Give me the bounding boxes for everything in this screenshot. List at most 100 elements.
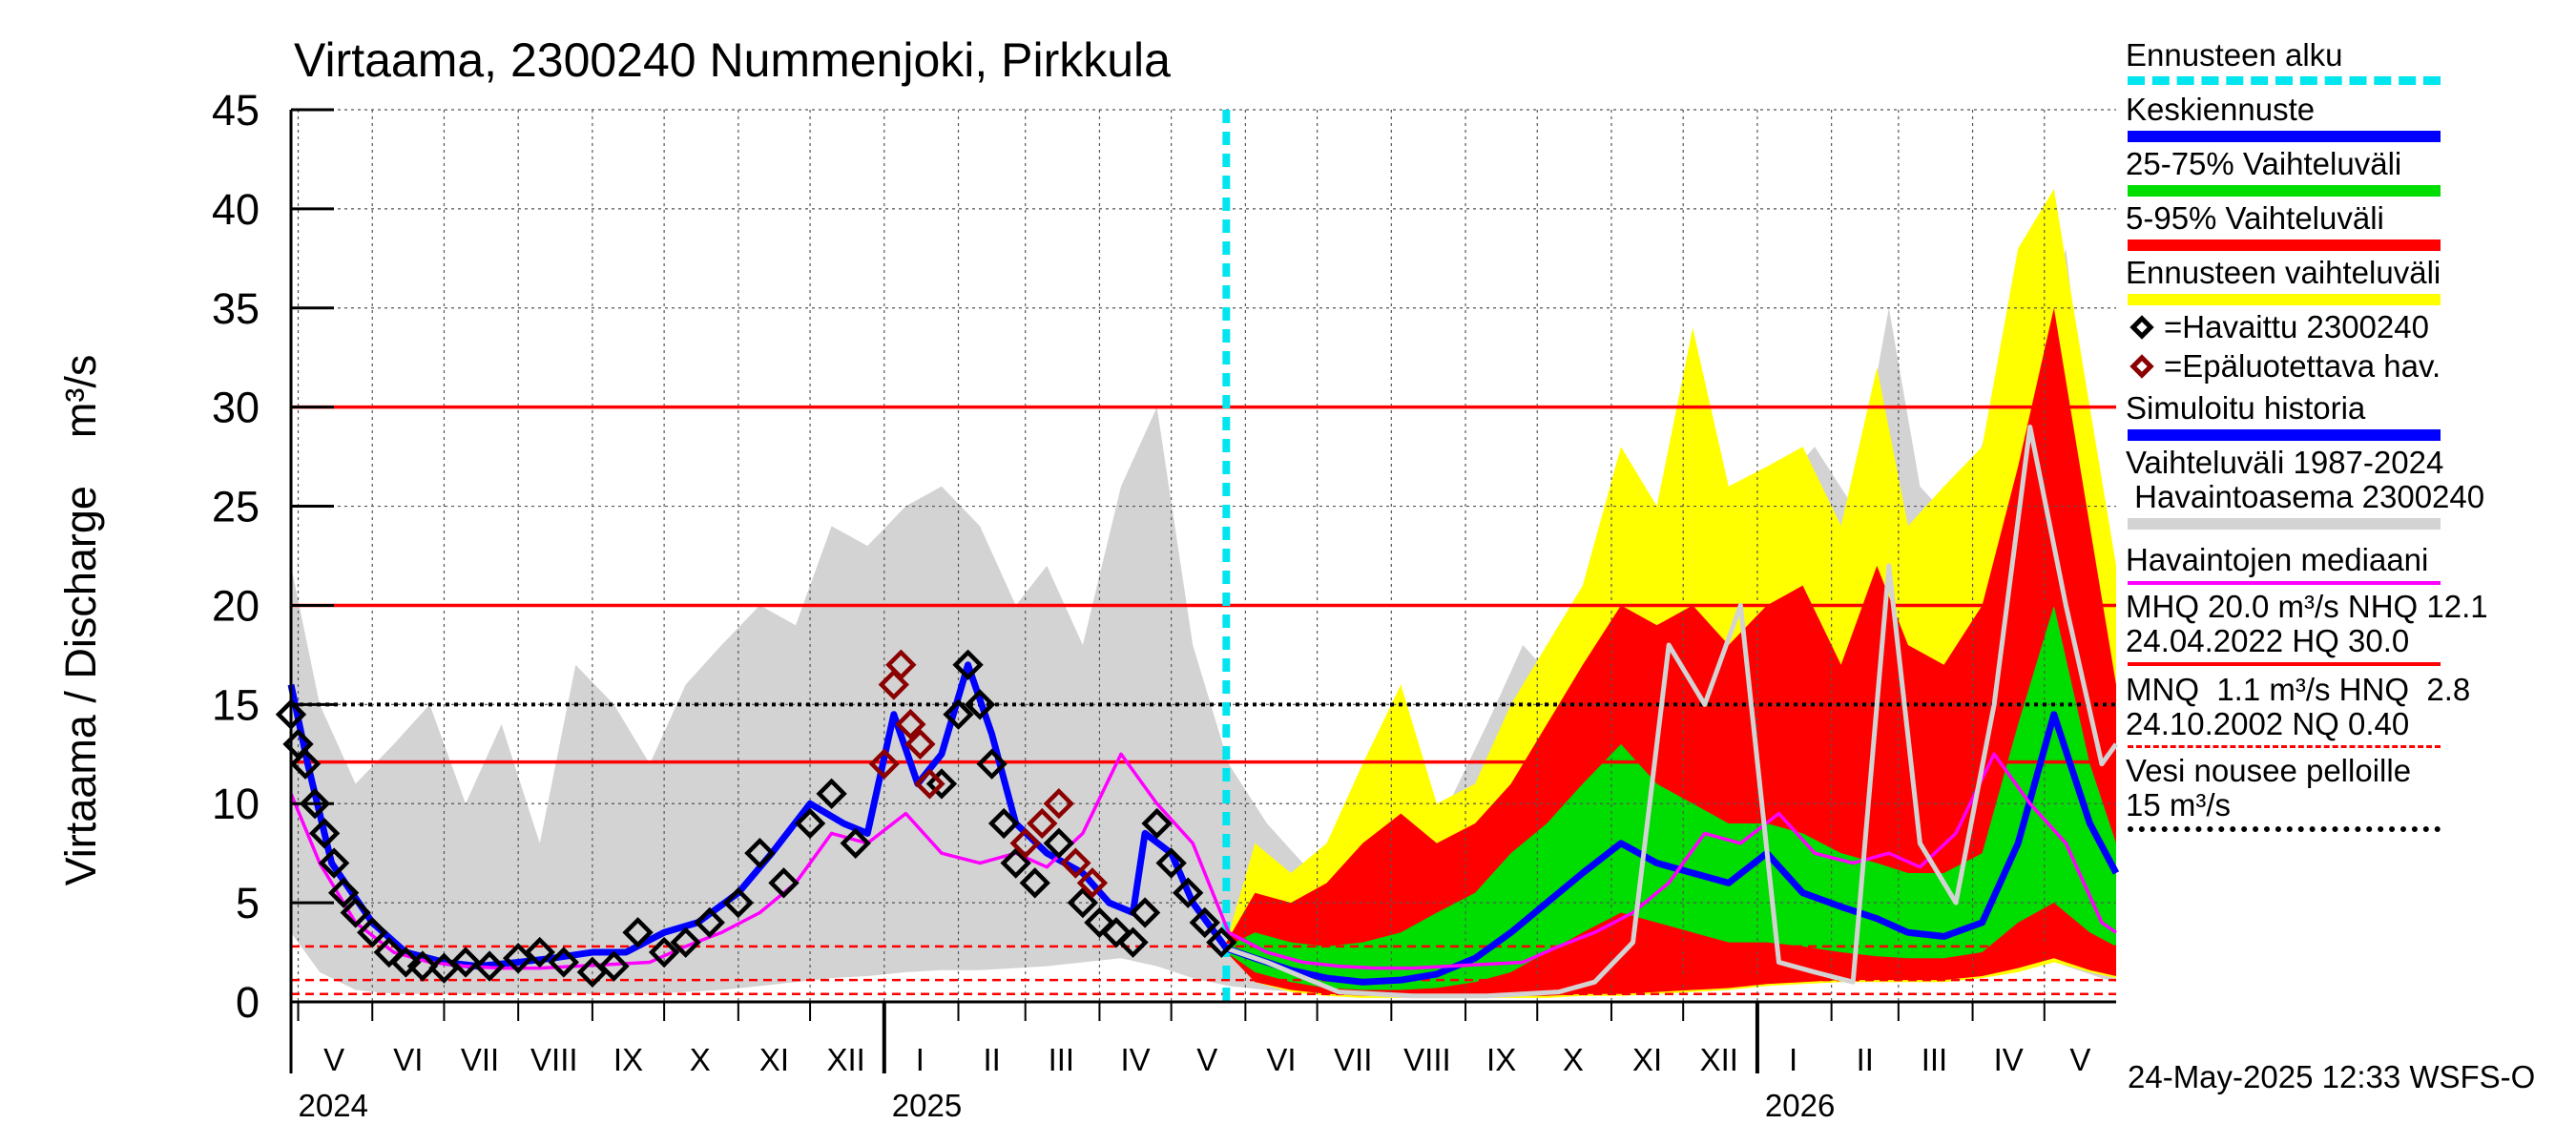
legend-swatch bbox=[2128, 76, 2441, 85]
unreliable-marker bbox=[1076, 867, 1109, 899]
y-tick-label: 0 bbox=[236, 978, 260, 1027]
observed-marker bbox=[943, 698, 974, 730]
observed-marker bbox=[1189, 906, 1220, 939]
legend-swatch bbox=[2128, 745, 2441, 748]
legend-label: =Havaittu 2300240 bbox=[2164, 309, 2429, 344]
month-label: V bbox=[1196, 1042, 1217, 1077]
observed-marker bbox=[1100, 917, 1132, 948]
month-label: VI bbox=[393, 1042, 423, 1077]
month-label: VII bbox=[1334, 1042, 1372, 1077]
y-tick-label: 40 bbox=[212, 185, 260, 234]
observed-marker bbox=[598, 950, 630, 982]
observed-marker bbox=[1173, 877, 1204, 908]
month-label: III bbox=[1049, 1042, 1075, 1077]
unreliable-marker bbox=[868, 748, 900, 780]
year-label: 2026 bbox=[1765, 1088, 1835, 1123]
month-label: IV bbox=[1120, 1042, 1150, 1077]
observed-marker bbox=[744, 837, 776, 869]
legend-item: Keskiennuste bbox=[2126, 93, 2572, 142]
month-label: I bbox=[916, 1042, 924, 1077]
observed-marker bbox=[722, 886, 755, 919]
legend-label: Ennusteen vaihteluväli bbox=[2126, 255, 2441, 290]
observed-marker bbox=[327, 877, 360, 908]
month-label: IX bbox=[613, 1042, 643, 1077]
legend-swatch bbox=[2128, 429, 2441, 441]
unreliable-marker bbox=[904, 728, 936, 760]
legend-item: 25-75% Vaihteluväli bbox=[2126, 147, 2572, 197]
observed-marker bbox=[1084, 906, 1115, 939]
month-label: X bbox=[690, 1042, 711, 1077]
observed-marker bbox=[840, 827, 871, 859]
observed-marker bbox=[987, 807, 1020, 840]
observed-marker bbox=[289, 748, 322, 780]
legend-label: 25-75% Vaihteluväli bbox=[2126, 146, 2402, 181]
observed-marker bbox=[318, 847, 350, 879]
month-label: IX bbox=[1486, 1042, 1516, 1077]
unreliable-marker bbox=[878, 669, 909, 700]
legend-swatch bbox=[2128, 662, 2441, 666]
observed-marker bbox=[1129, 897, 1161, 928]
y-tick-label: 15 bbox=[212, 680, 260, 729]
forecast-25-75-band bbox=[1226, 605, 2116, 990]
legend-swatch bbox=[2128, 581, 2441, 585]
month-label: V bbox=[2069, 1042, 2090, 1077]
month-label: XI bbox=[1632, 1042, 1662, 1077]
observed-marker bbox=[648, 936, 680, 968]
observed-marker bbox=[1141, 807, 1173, 840]
legend-item: Ennusteen alku bbox=[2126, 38, 2572, 85]
observed-marker bbox=[670, 926, 701, 958]
y-tick-label: 30 bbox=[212, 384, 260, 432]
observed-marker bbox=[473, 950, 506, 982]
observed-marker bbox=[622, 917, 654, 948]
legend-swatch bbox=[2128, 826, 2441, 832]
month-label: VII bbox=[461, 1042, 499, 1077]
legend-label: Simuloitu historia bbox=[2126, 390, 2366, 426]
observed-marker bbox=[308, 818, 341, 849]
observed-marker bbox=[794, 807, 826, 840]
observed-marker bbox=[406, 950, 439, 982]
observed-marker bbox=[694, 906, 725, 939]
observed-marker bbox=[1067, 886, 1099, 919]
legend-item: MHQ 20.0 m³/s NHQ 12.1 24.04.2022 HQ 30.… bbox=[2126, 590, 2572, 666]
series-line bbox=[289, 752, 2117, 970]
observed-marker bbox=[952, 649, 984, 680]
observed-marker bbox=[964, 689, 996, 720]
legend-item: 5-95% Vaihteluväli bbox=[2126, 201, 2572, 251]
legend-label: Keskiennuste bbox=[2126, 92, 2316, 127]
month-label: IV bbox=[1994, 1042, 2024, 1077]
observed-marker bbox=[768, 867, 800, 899]
observed-marker bbox=[1117, 926, 1149, 958]
unreliable-marker bbox=[895, 708, 926, 740]
observed-marker bbox=[976, 748, 1008, 780]
legend-label: MNQ 1.1 m³/s HNQ 2.8 24.10.2002 NQ 0.40 bbox=[2126, 672, 2471, 741]
observed-marker bbox=[1000, 847, 1031, 879]
observed-marker bbox=[1043, 827, 1074, 859]
legend-item: Vaihteluväli 1987-2024 Havaintoasema 230… bbox=[2126, 446, 2572, 530]
unreliable-marker bbox=[885, 649, 917, 680]
observed-marker bbox=[449, 947, 482, 978]
legend-marker bbox=[2129, 315, 2154, 340]
legend-item: Simuloitu historia bbox=[2126, 391, 2572, 441]
month-label: XII bbox=[1700, 1042, 1738, 1077]
legend-label: 5-95% Vaihteluväli bbox=[2126, 200, 2384, 236]
observed-marker bbox=[340, 897, 371, 928]
observed-marker bbox=[925, 768, 958, 800]
year-label: 2025 bbox=[892, 1088, 962, 1123]
month-label: III bbox=[1922, 1042, 1948, 1077]
y-tick-label: 10 bbox=[212, 780, 260, 828]
y-axis-label: Virtaama / Discharge m³/s bbox=[56, 355, 105, 886]
observed-marker bbox=[1206, 926, 1237, 958]
legend-swatch bbox=[2128, 239, 2441, 251]
month-label: VIII bbox=[1403, 1042, 1451, 1077]
legend-swatch bbox=[2128, 185, 2441, 197]
month-label: II bbox=[1857, 1042, 1874, 1077]
unreliable-marker bbox=[1043, 788, 1074, 820]
unreliable-marker bbox=[914, 768, 945, 800]
month-label: XII bbox=[826, 1042, 864, 1077]
month-label: X bbox=[1563, 1042, 1584, 1077]
observed-marker bbox=[1155, 847, 1187, 879]
legend-label: Ennusteen alku bbox=[2126, 37, 2343, 73]
y-tick-label: 5 bbox=[236, 879, 260, 927]
month-label: V bbox=[323, 1042, 344, 1077]
